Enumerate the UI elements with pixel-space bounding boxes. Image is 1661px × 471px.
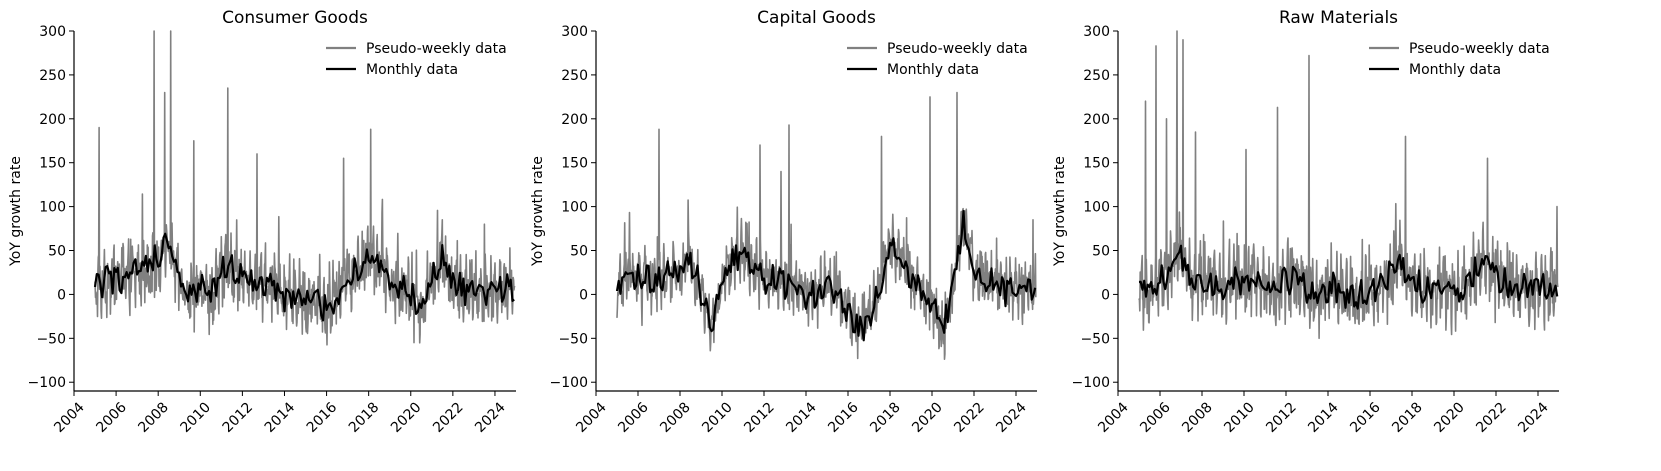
y-axis-label: YoY growth rate xyxy=(8,156,24,267)
y-tick-label: −50 xyxy=(558,331,588,347)
y-axis-label: YoY growth rate xyxy=(1052,156,1068,267)
y-tick-label: 200 xyxy=(1083,112,1110,128)
legend-label-monthly: Monthly data xyxy=(887,62,979,78)
legend-label-monthly: Monthly data xyxy=(366,62,458,78)
x-tick-label: 2014 xyxy=(262,399,299,436)
x-tick-label: 2022 xyxy=(951,399,988,436)
x-tick-label: 2020 xyxy=(909,399,946,436)
x-tick-label: 2024 xyxy=(993,399,1030,436)
chart-title: Capital Goods xyxy=(757,8,876,28)
x-tick-label: 2020 xyxy=(388,399,425,436)
x-tick-label: 2018 xyxy=(867,399,904,436)
chart-title: Raw Materials xyxy=(1279,8,1398,28)
y-tick-label: 200 xyxy=(561,112,588,128)
x-tick-label: 2004 xyxy=(573,399,610,436)
x-tick-label: 2010 xyxy=(699,399,736,436)
monthly-series-line xyxy=(615,210,1037,342)
y-tick-label: 0 xyxy=(1101,287,1110,303)
y-tick-label: 200 xyxy=(39,112,66,128)
y-tick-label: 50 xyxy=(1092,244,1110,260)
x-tick-label: 2016 xyxy=(304,399,341,436)
x-tick-label: 2008 xyxy=(657,399,694,436)
y-tick-label: 300 xyxy=(39,24,66,40)
x-tick-label: 2010 xyxy=(178,399,215,436)
monthly-series-line xyxy=(1138,244,1559,310)
x-tick-label: 2004 xyxy=(1095,399,1132,436)
y-tick-label: 150 xyxy=(561,156,588,172)
y-tick-label: 150 xyxy=(39,156,66,172)
legend-label-weekly: Pseudo-weekly data xyxy=(1409,41,1550,57)
y-tick-label: 300 xyxy=(1083,24,1110,40)
y-tick-label: −100 xyxy=(28,375,66,391)
legend-label-weekly: Pseudo-weekly data xyxy=(887,41,1028,57)
y-tick-label: 250 xyxy=(561,68,588,84)
legend-label-weekly: Pseudo-weekly data xyxy=(366,41,507,57)
y-tick-label: 300 xyxy=(561,24,588,40)
y-tick-label: 150 xyxy=(1083,156,1110,172)
y-tick-label: −100 xyxy=(550,375,588,391)
x-tick-label: 2014 xyxy=(783,399,820,436)
x-tick-label: 2022 xyxy=(430,399,467,436)
x-tick-label: 2018 xyxy=(1389,399,1426,436)
legend-label-monthly: Monthly data xyxy=(1409,62,1501,78)
x-tick-label: 2024 xyxy=(1515,399,1552,436)
chart-title: Consumer Goods xyxy=(222,8,368,28)
y-tick-label: 250 xyxy=(1083,68,1110,84)
x-tick-label: 2024 xyxy=(472,399,509,436)
y-tick-label: 100 xyxy=(1083,200,1110,216)
x-tick-label: 2020 xyxy=(1431,399,1468,436)
pseudo-weekly-series-line xyxy=(1138,30,1559,340)
x-tick-label: 2006 xyxy=(615,399,652,436)
monthly-series-line xyxy=(93,232,515,322)
y-tick-label: 50 xyxy=(570,244,588,260)
x-tick-label: 2016 xyxy=(825,399,862,436)
y-tick-label: −50 xyxy=(1080,331,1110,347)
y-tick-label: 100 xyxy=(561,200,588,216)
pseudo-weekly-series-line xyxy=(616,91,1037,361)
pseudo-weekly-series-line xyxy=(94,30,516,346)
x-tick-label: 2022 xyxy=(1473,399,1510,436)
x-tick-label: 2012 xyxy=(741,399,778,436)
y-tick-label: 50 xyxy=(48,244,66,260)
y-tick-label: −100 xyxy=(1072,375,1110,391)
x-tick-label: 2012 xyxy=(220,399,257,436)
y-tick-label: 0 xyxy=(57,287,66,303)
x-tick-label: 2008 xyxy=(135,399,172,436)
x-tick-label: 2016 xyxy=(1347,399,1384,436)
x-tick-label: 2006 xyxy=(1137,399,1174,436)
x-tick-label: 2004 xyxy=(51,399,88,436)
x-tick-label: 2012 xyxy=(1263,399,1300,436)
y-axis-label: YoY growth rate xyxy=(530,156,546,267)
x-tick-label: 2018 xyxy=(346,399,383,436)
y-tick-label: −50 xyxy=(36,331,66,347)
y-tick-label: 100 xyxy=(39,200,66,216)
y-tick-label: 0 xyxy=(579,287,588,303)
x-tick-label: 2006 xyxy=(93,399,130,436)
x-tick-label: 2010 xyxy=(1221,399,1258,436)
x-tick-label: 2008 xyxy=(1179,399,1216,436)
y-tick-label: 250 xyxy=(39,68,66,84)
x-tick-label: 2014 xyxy=(1305,399,1342,436)
